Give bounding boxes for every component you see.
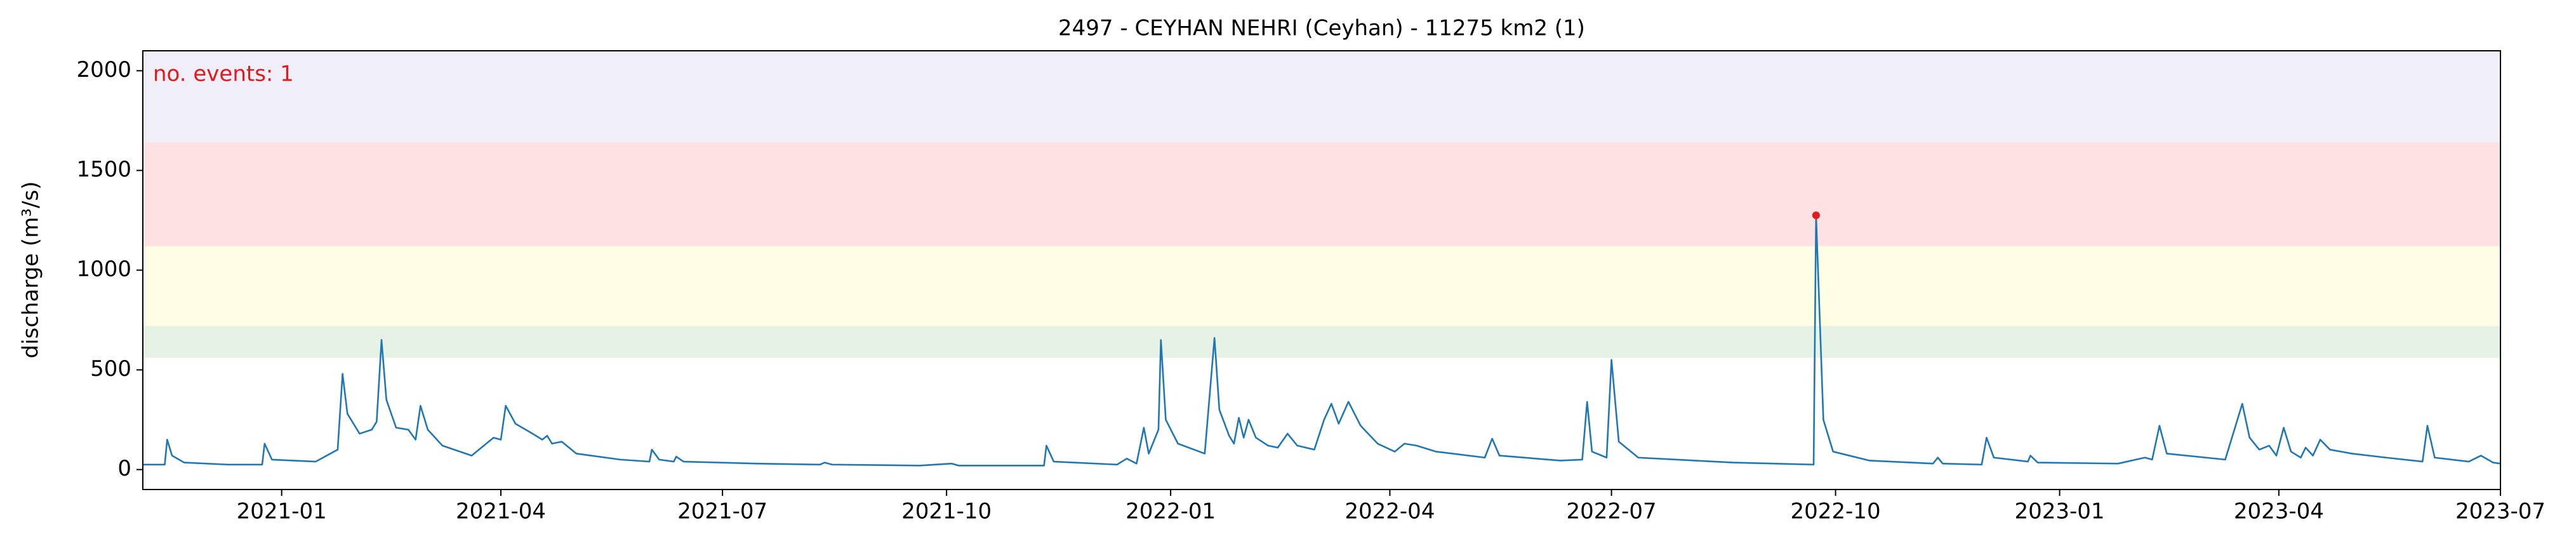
discharge-line <box>143 214 2501 467</box>
chart-title: 2497 - CEYHAN NEHRI (Ceyhan) - 11275 km2… <box>1058 16 1585 41</box>
threshold-band <box>143 51 2500 143</box>
x-tick-label: 2023-01 <box>2015 499 2105 524</box>
x-tick-label: 2023-07 <box>2455 499 2546 524</box>
x-tick-label: 2022-07 <box>1567 499 1657 524</box>
x-tick-label: 2021-04 <box>456 499 546 524</box>
x-tick-label: 2022-04 <box>1344 499 1435 524</box>
y-tick-label: 1000 <box>76 257 131 282</box>
y-tick-label: 2000 <box>76 57 131 83</box>
x-tick-label: 2022-10 <box>1791 499 1881 524</box>
x-tick-label: 2021-07 <box>677 499 767 524</box>
event-marker <box>1812 211 1820 220</box>
y-axis-label: discharge (m³/s) <box>18 182 44 359</box>
x-tick-label: 2021-01 <box>237 499 327 524</box>
events-annotation: no. events: 1 <box>153 62 294 87</box>
y-tick-label: 500 <box>90 356 131 382</box>
y-tick-label: 0 <box>117 456 131 481</box>
threshold-band <box>143 326 2500 358</box>
x-tick-label: 2022-01 <box>1125 499 1216 524</box>
plot-frame <box>142 50 2501 490</box>
threshold-band <box>143 246 2500 326</box>
x-tick-label: 2021-10 <box>901 499 992 524</box>
y-tick-label: 1500 <box>76 157 131 182</box>
threshold-band <box>143 142 2500 246</box>
x-tick-label: 2023-04 <box>2234 499 2324 524</box>
